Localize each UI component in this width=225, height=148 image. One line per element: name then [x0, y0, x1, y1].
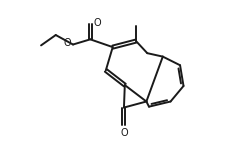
Text: O: O [63, 38, 71, 48]
Text: O: O [120, 128, 128, 138]
Text: O: O [93, 18, 101, 28]
